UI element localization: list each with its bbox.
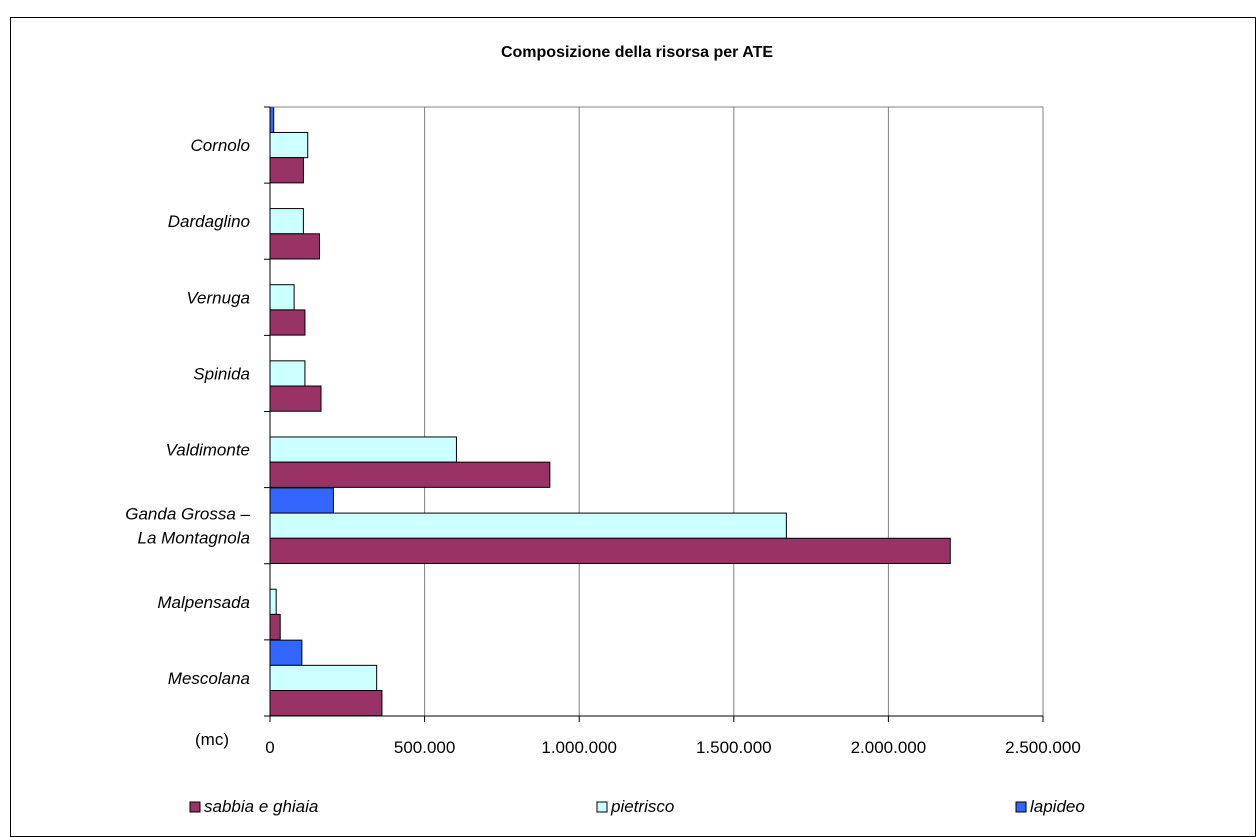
bar-spinida-pietrisco [269, 360, 306, 387]
bar-ganda-grossa-la-montagnola-pietrisco [269, 512, 787, 539]
bar-dardaglino-pietrisco [269, 208, 304, 235]
bar-vernuga-sabbia-e-ghiaia [269, 309, 306, 336]
category-label-ganda-grossa-la-montagnola-2: La Montagnola [138, 529, 250, 548]
category-label-malpensada: Malpensada [157, 593, 250, 612]
bar-cornolo-sabbia-e-ghiaia [269, 157, 304, 184]
x-tick-label-2: 1.000.000 [541, 738, 617, 757]
category-label-spinida: Spinida [193, 364, 250, 383]
bar-malpensada-pietrisco [269, 588, 277, 615]
chart-frame [10, 17, 1256, 837]
category-label-mescolana: Mescolana [168, 669, 250, 688]
bar-malpensada-sabbia-e-ghiaia [269, 613, 281, 641]
gridlines [424, 107, 1044, 716]
x-tick-label-0: 0 [265, 738, 274, 757]
bar-ganda-grossa-la-montagnola-lapideo [269, 487, 334, 514]
category-label-dardaglino: Dardaglino [168, 212, 250, 231]
legend-swatch-pietrisco [596, 801, 608, 813]
bar-cornolo-lapideo [269, 106, 275, 133]
category-label-ganda-grossa-la-montagnola-1: Ganda Grossa – [125, 505, 250, 524]
bar-valdimonte-sabbia-e-ghiaia [269, 461, 551, 488]
legend: sabbia e ghiaia pietrisco lapideo [189, 797, 1085, 816]
bars [269, 106, 951, 717]
bar-ganda-grossa-la-montagnola-sabbia-e-ghiaia [269, 537, 951, 564]
category-label-valdimonte: Valdimonte [166, 441, 250, 460]
x-axis-label: (mc) [195, 730, 229, 749]
bar-valdimonte-pietrisco [269, 436, 457, 463]
legend-swatch-sabbia-e-ghiaia [189, 801, 201, 813]
bar-dardaglino-sabbia-e-ghiaia [269, 233, 320, 260]
bar-mescolana-lapideo [269, 639, 303, 666]
legend-label-pietrisco: pietrisco [610, 797, 674, 816]
bar-spinida-sabbia-e-ghiaia [269, 385, 322, 412]
chart-title: Composizione della risorsa per ATE [501, 44, 773, 61]
legend-swatch-lapideo [1015, 801, 1027, 813]
bar-vernuga-pietrisco [269, 284, 295, 311]
x-tick-labels: 0 500.000 1.000.000 1.500.000 2.000.000 2.500… [265, 738, 1081, 757]
x-tick-label-1: 500.000 [394, 738, 455, 757]
bar-mescolana-pietrisco [269, 664, 378, 692]
category-label-cornolo: Cornolo [190, 136, 250, 155]
plot-area [269, 106, 1044, 717]
legend-label-lapideo: lapideo [1030, 797, 1085, 816]
x-tick-label-4: 2.000.000 [851, 738, 927, 757]
x-tick-label-5: 2.500.000 [1005, 738, 1081, 757]
axes [264, 106, 1044, 722]
category-labels: Cornolo Dardaglino Vernuga Spinida Valdimont… [125, 136, 250, 688]
x-tick-label-3: 1.500.000 [696, 738, 772, 757]
bar-mescolana-sabbia-e-ghiaia [269, 690, 383, 717]
legend-label-sabbia-e-ghiaia: sabbia e ghiaia [204, 797, 318, 816]
category-label-vernuga: Vernuga [186, 288, 250, 307]
bar-cornolo-pietrisco [269, 131, 309, 159]
